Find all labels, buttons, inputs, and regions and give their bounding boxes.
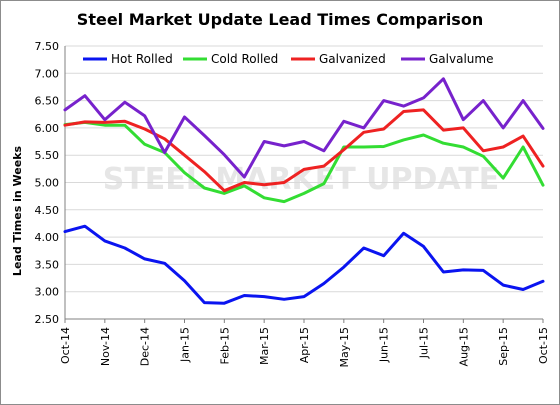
legend-label: Galvalume <box>429 52 493 66</box>
y-tick-label: 4.00 <box>35 231 60 244</box>
series-line-cold-rolled <box>63 120 545 204</box>
x-tick-label: Dec-14 <box>139 327 152 366</box>
y-tick-labels: 2.50 3.00 3.50 4.00 4.50 5.00 5.50 6.00 6.50 7.00… <box>35 40 60 326</box>
legend-label: Galvanized <box>319 52 386 66</box>
legend-label: Cold Rolled <box>211 52 278 66</box>
axes <box>64 46 544 323</box>
x-tick-label: Aug-15 <box>457 327 470 366</box>
x-tick-label: Sep-15 <box>497 327 510 366</box>
series-line-galvalume <box>63 77 545 179</box>
y-tick-label: 7.50 <box>35 40 60 53</box>
x-tick-label: Feb-15 <box>218 327 231 364</box>
x-tick-label: Nov-14 <box>99 327 112 366</box>
grid-lines <box>65 45 543 320</box>
y-tick-label: 2.50 <box>35 313 60 326</box>
x-tick-label: Mar-15 <box>258 327 271 365</box>
x-tick-labels: Oct-14 Nov-14 Dec-14 Jan-15 Feb-15 Mar-15 Apr-… <box>59 327 550 368</box>
watermark-text: STEEL MARKET UPDATE <box>103 162 500 197</box>
legend-label: Hot Rolled <box>111 52 173 66</box>
y-tick-label: 7.00 <box>35 67 60 80</box>
chart-title: Steel Market Update Lead Times Compariso… <box>77 10 483 29</box>
x-tick-label: Jul-15 <box>418 327 431 359</box>
series-line-galvanized <box>63 108 545 193</box>
x-tick-label: Oct-14 <box>59 327 72 364</box>
y-tick-label: 6.50 <box>35 95 60 108</box>
y-tick-label: 6.00 <box>35 122 60 135</box>
x-tick-label: May-15 <box>338 327 351 368</box>
x-tick-label: Jan-15 <box>179 327 192 363</box>
x-tick-label: Oct-15 <box>537 327 550 364</box>
x-tick-label: Jun-15 <box>378 327 391 363</box>
series-lines <box>63 77 545 305</box>
y-tick-label: 4.50 <box>35 204 60 217</box>
y-tick-label: 3.00 <box>35 286 60 299</box>
x-tick-label: Apr-15 <box>298 327 311 363</box>
y-tick-label: 5.50 <box>35 149 60 162</box>
y-tick-label: 5.00 <box>35 177 60 190</box>
y-tick-label: 3.50 <box>35 258 60 271</box>
series-line-hot-rolled <box>63 224 545 305</box>
legend: Hot Rolled Cold Rolled Galvanized Galvalume <box>83 52 493 66</box>
y-axis-label: Lead Times in Weeks <box>11 145 24 276</box>
